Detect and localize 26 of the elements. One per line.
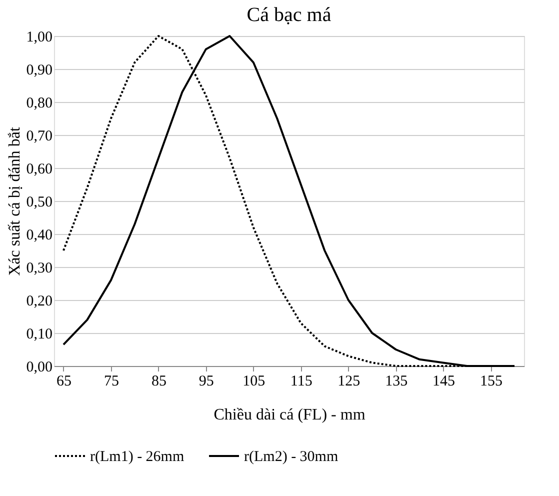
x-tick-label: 105 bbox=[242, 374, 266, 390]
y-tick-label: 0,10 bbox=[26, 326, 52, 342]
legend-label: r(Lm2) - 30mm bbox=[244, 449, 338, 465]
x-tick-label: 75 bbox=[104, 374, 119, 390]
y-tick-label: 0,90 bbox=[26, 62, 52, 78]
x-tick-label: 135 bbox=[385, 374, 408, 390]
y-tick-label: 0,70 bbox=[26, 128, 52, 144]
x-tick-label: 125 bbox=[338, 374, 360, 390]
y-tick-label: 0,80 bbox=[26, 96, 52, 112]
chart-title: Cá bạc má bbox=[246, 4, 332, 26]
x-tick-label: 145 bbox=[432, 374, 456, 390]
y-tick-label: 0,50 bbox=[26, 194, 52, 210]
y-axis-title: Xác suất cá bị đánh bắt bbox=[6, 126, 24, 276]
y-tick-label: 0,30 bbox=[26, 260, 52, 276]
x-tick-label: 95 bbox=[198, 374, 214, 390]
y-tick-label: 0,20 bbox=[26, 294, 52, 310]
x-tick-label: 65 bbox=[56, 374, 72, 390]
y-tick-label: 1,00 bbox=[26, 30, 52, 46]
y-tick-label: 0,00 bbox=[26, 360, 52, 376]
y-tick-label: 0,40 bbox=[26, 228, 52, 244]
legend-label: r(Lm1) - 26mm bbox=[90, 449, 184, 465]
y-tick-label: 0,60 bbox=[26, 162, 52, 178]
x-axis-title: Chiều dài cá (FL) - mm bbox=[214, 406, 366, 424]
x-tick-label: 155 bbox=[480, 374, 503, 390]
x-tick-label: 85 bbox=[151, 374, 166, 390]
x-tick-label: 115 bbox=[290, 374, 312, 390]
